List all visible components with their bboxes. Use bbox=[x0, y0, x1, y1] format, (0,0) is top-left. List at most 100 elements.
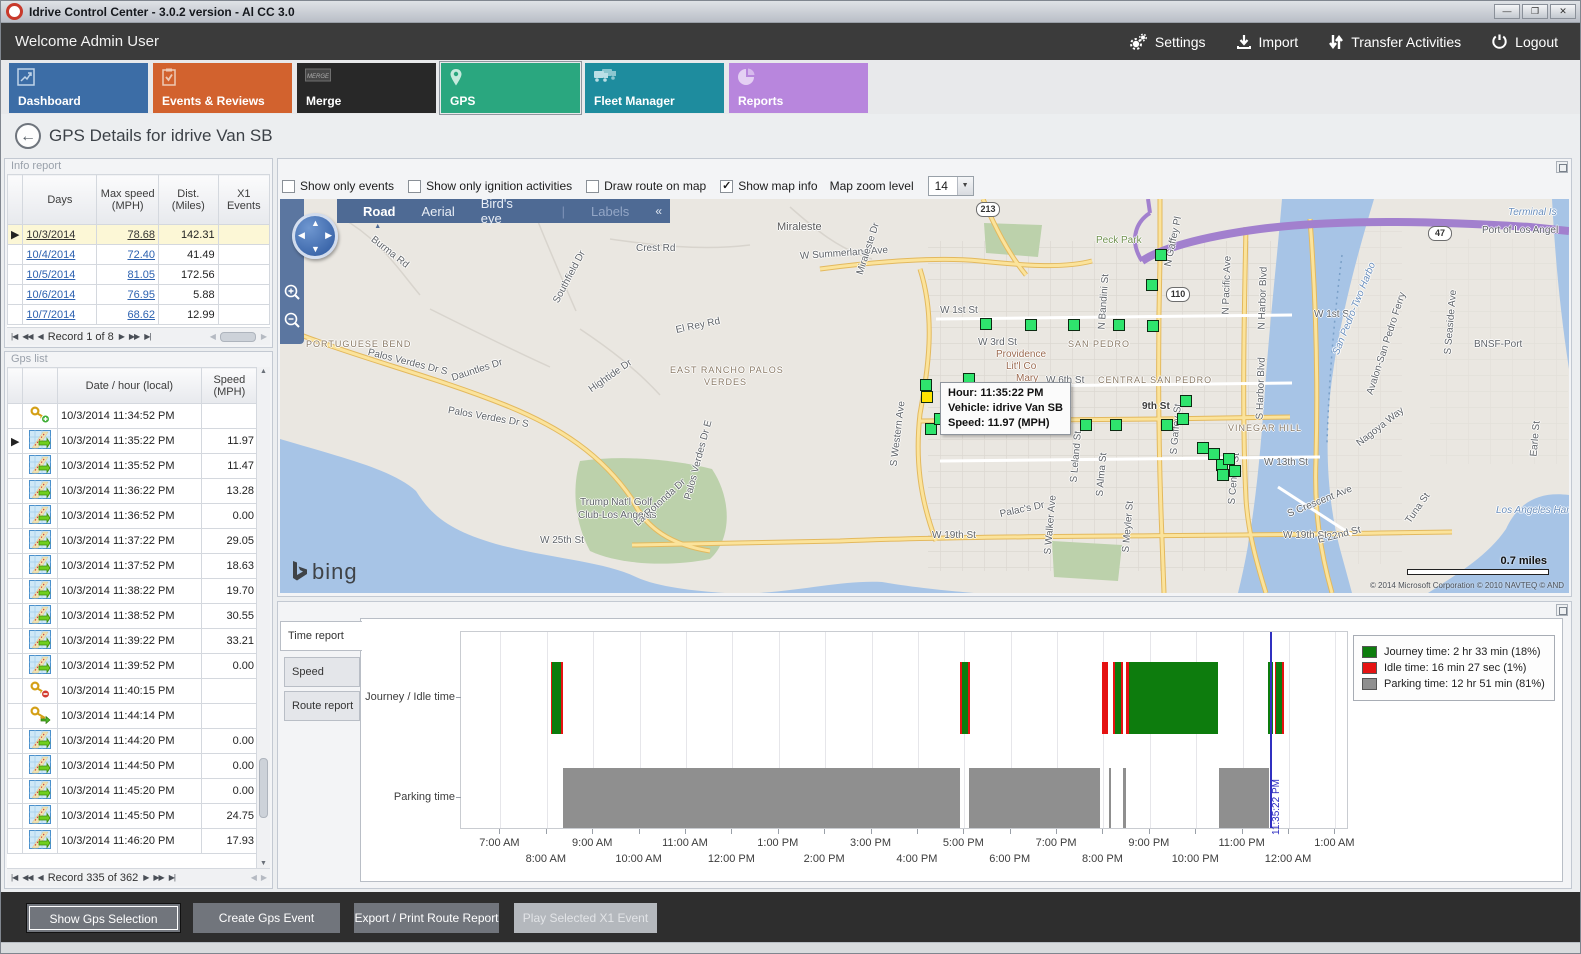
create-gps-event-button[interactable]: Create Gps Event bbox=[193, 903, 340, 933]
show-gps-selection-button[interactable]: Show Gps Selection bbox=[26, 903, 181, 933]
max-speed-link[interactable]: 78.68 bbox=[127, 228, 156, 241]
tab-route-report[interactable]: Route report bbox=[284, 691, 360, 721]
hscroll-right-icon[interactable]: ▶ bbox=[260, 873, 267, 882]
gps-marker-green[interactable] bbox=[1229, 465, 1241, 477]
gps-marker-green[interactable] bbox=[980, 318, 992, 330]
table-row[interactable]: 10/3/2014 11:46:20 PM 17.93 bbox=[7, 828, 259, 854]
map-mode-labels[interactable]: Labels bbox=[591, 203, 630, 219]
settings-button[interactable]: Settings bbox=[1128, 33, 1206, 51]
map-mode-bird-s-eye[interactable]: Bird's eye bbox=[480, 199, 513, 226]
nav-tile-gps[interactable]: GPS bbox=[439, 61, 582, 115]
table-row[interactable]: ▶ 10/3/2014 78.68 142.31 bbox=[6, 224, 271, 245]
prev-page-button[interactable]: ◀ bbox=[37, 332, 44, 341]
hscroll-left-icon[interactable]: ◀ bbox=[250, 873, 257, 882]
table-row[interactable]: 10/4/2014 72.40 41.49 bbox=[6, 244, 271, 265]
table-row[interactable]: ▶ 10/3/2014 11:35:22 PM 11.97 bbox=[7, 428, 259, 454]
table-row[interactable]: 10/3/2014 11:34:52 PM bbox=[7, 403, 259, 429]
table-row[interactable]: 10/3/2014 11:44:20 PM 0.00 bbox=[7, 728, 259, 754]
table-row[interactable]: 10/3/2014 11:39:52 PM 0.00 bbox=[7, 653, 259, 679]
gps-marker-yellow[interactable] bbox=[921, 391, 933, 403]
next-group-button[interactable]: ▶▶ bbox=[128, 332, 140, 341]
table-row[interactable]: 10/3/2014 11:45:20 PM 0.00 bbox=[7, 778, 259, 804]
table-row[interactable]: 10/3/2014 11:44:50 PM 0.00 bbox=[7, 753, 259, 779]
table-row[interactable]: 10/3/2014 11:40:15 PM bbox=[7, 678, 259, 704]
day-link[interactable]: 10/3/2014 bbox=[26, 228, 76, 241]
tab-time-report[interactable]: Time report bbox=[280, 621, 362, 651]
day-link[interactable]: 10/4/2014 bbox=[26, 248, 76, 261]
nav-tile-reports[interactable]: Reports bbox=[729, 63, 868, 113]
gps-marker-green[interactable] bbox=[1113, 319, 1125, 331]
gps-marker-green[interactable] bbox=[1080, 419, 1092, 431]
gps-marker-green[interactable] bbox=[1180, 395, 1192, 407]
zoom-in-icon[interactable] bbox=[283, 283, 301, 306]
gps-marker-green[interactable] bbox=[1161, 419, 1173, 431]
export-print-route-report-button[interactable]: Export / Print Route Report bbox=[354, 903, 499, 933]
collapse-map-panel-button[interactable] bbox=[1556, 161, 1568, 173]
table-row[interactable]: 10/5/2014 81.05 172.56 bbox=[6, 264, 271, 285]
table-row[interactable]: 10/3/2014 11:37:22 PM 29.05 bbox=[7, 528, 259, 554]
table-row[interactable]: 10/3/2014 11:36:52 PM 0.00 bbox=[7, 503, 259, 529]
table-row[interactable]: 10/3/2014 11:38:22 PM 19.70 bbox=[7, 578, 259, 604]
table-row[interactable]: 10/3/2014 11:36:22 PM 13.28 bbox=[7, 478, 259, 504]
collapse-modebar-icon[interactable]: « bbox=[655, 204, 662, 218]
max-speed-link[interactable]: 72.40 bbox=[127, 248, 156, 261]
scroll-down-icon[interactable]: ▼ bbox=[260, 860, 267, 867]
gps-marker-green[interactable] bbox=[1177, 413, 1189, 425]
map-canvas[interactable]: 213 110 47 Miraleste Peck Park W Summerland … bbox=[280, 199, 1569, 593]
gps-marker-green[interactable] bbox=[1025, 319, 1037, 331]
last-page-button[interactable]: ▶| bbox=[144, 332, 151, 341]
gps-marker-green[interactable] bbox=[920, 379, 932, 391]
gps-marker-green[interactable] bbox=[1155, 249, 1167, 261]
table-row[interactable]: 10/3/2014 11:35:52 PM 11.47 bbox=[7, 453, 259, 479]
checkbox-icon[interactable] bbox=[408, 179, 422, 193]
dropdown-arrow-icon[interactable]: ▼ bbox=[956, 177, 973, 195]
gps-marker-green[interactable] bbox=[925, 423, 937, 435]
checkbox-show-only-events[interactable]: Show only events bbox=[282, 179, 394, 193]
prev-group-button[interactable]: ◀◀ bbox=[22, 332, 33, 341]
close-button[interactable]: ✕ bbox=[1550, 4, 1576, 19]
nav-tile-fleet-manager[interactable]: Fleet Manager bbox=[585, 63, 724, 113]
gps-marker-green[interactable] bbox=[1208, 448, 1220, 460]
checkbox-show-only-ignition-activities[interactable]: Show only ignition activities bbox=[408, 179, 572, 193]
gps-list-scrollbar[interactable]: ▲ ▼ bbox=[256, 367, 270, 868]
map-mode-aerial[interactable]: Aerial bbox=[421, 203, 455, 219]
pan-down-icon[interactable]: ▼ bbox=[311, 244, 320, 254]
gps-marker-green[interactable] bbox=[1217, 469, 1229, 481]
gps-marker-green[interactable] bbox=[1223, 453, 1235, 465]
table-row[interactable]: 10/3/2014 11:39:22 PM 33.21 bbox=[7, 628, 259, 654]
day-link[interactable]: 10/5/2014 bbox=[26, 268, 76, 281]
table-row[interactable]: 10/3/2014 11:45:50 PM 24.75 bbox=[7, 803, 259, 829]
minimize-button[interactable]: — bbox=[1494, 4, 1520, 19]
checkbox-icon[interactable] bbox=[282, 179, 295, 193]
checkbox-checked-icon[interactable]: ✓ bbox=[720, 179, 734, 193]
max-speed-link[interactable]: 81.05 bbox=[127, 268, 156, 281]
logout-button[interactable]: Logout bbox=[1491, 33, 1558, 50]
last-page-button[interactable]: ▶| bbox=[168, 873, 176, 882]
next-page-button[interactable]: ▶ bbox=[118, 332, 125, 341]
first-page-button[interactable]: |◀ bbox=[11, 332, 18, 341]
gps-marker-green[interactable] bbox=[1147, 320, 1159, 332]
next-page-button[interactable]: ▶ bbox=[143, 873, 149, 882]
max-speed-link[interactable]: 68.62 bbox=[127, 308, 156, 321]
hscroll-thumb[interactable] bbox=[219, 331, 256, 342]
hscroll-left-icon[interactable]: ◀ bbox=[209, 332, 216, 341]
nav-tile-merge[interactable]: MERGE Merge bbox=[297, 63, 436, 113]
checkbox-show-map-info[interactable]: ✓ Show map info bbox=[720, 179, 818, 193]
gps-marker-green[interactable] bbox=[1146, 279, 1158, 291]
import-button[interactable]: Import bbox=[1236, 34, 1298, 50]
back-button[interactable]: ← bbox=[15, 122, 41, 149]
nav-tile-dashboard[interactable]: Dashboard bbox=[9, 63, 148, 113]
pan-right-icon[interactable]: ▶ bbox=[325, 230, 332, 240]
day-link[interactable]: 10/6/2014 bbox=[26, 288, 76, 301]
map-mode-road[interactable]: Road bbox=[363, 204, 396, 230]
checkbox-icon[interactable] bbox=[586, 179, 600, 193]
max-speed-link[interactable]: 76.95 bbox=[127, 288, 156, 301]
nav-tile-events-reviews[interactable]: Events & Reviews bbox=[153, 63, 292, 113]
checkbox-draw-route-on-map[interactable]: Draw route on map bbox=[586, 179, 706, 193]
map-compass[interactable]: ▲ ▼ ◀ ▶ bbox=[292, 213, 338, 259]
table-row[interactable]: 10/3/2014 11:37:52 PM 18.63 bbox=[7, 553, 259, 579]
scroll-up-icon[interactable]: ▲ bbox=[260, 368, 267, 375]
tab-speed-graphic[interactable]: Speed graphic bbox=[284, 657, 360, 706]
gps-marker-green[interactable] bbox=[1110, 419, 1122, 431]
map-zoom-select[interactable]: 14 ▼ bbox=[927, 176, 974, 196]
